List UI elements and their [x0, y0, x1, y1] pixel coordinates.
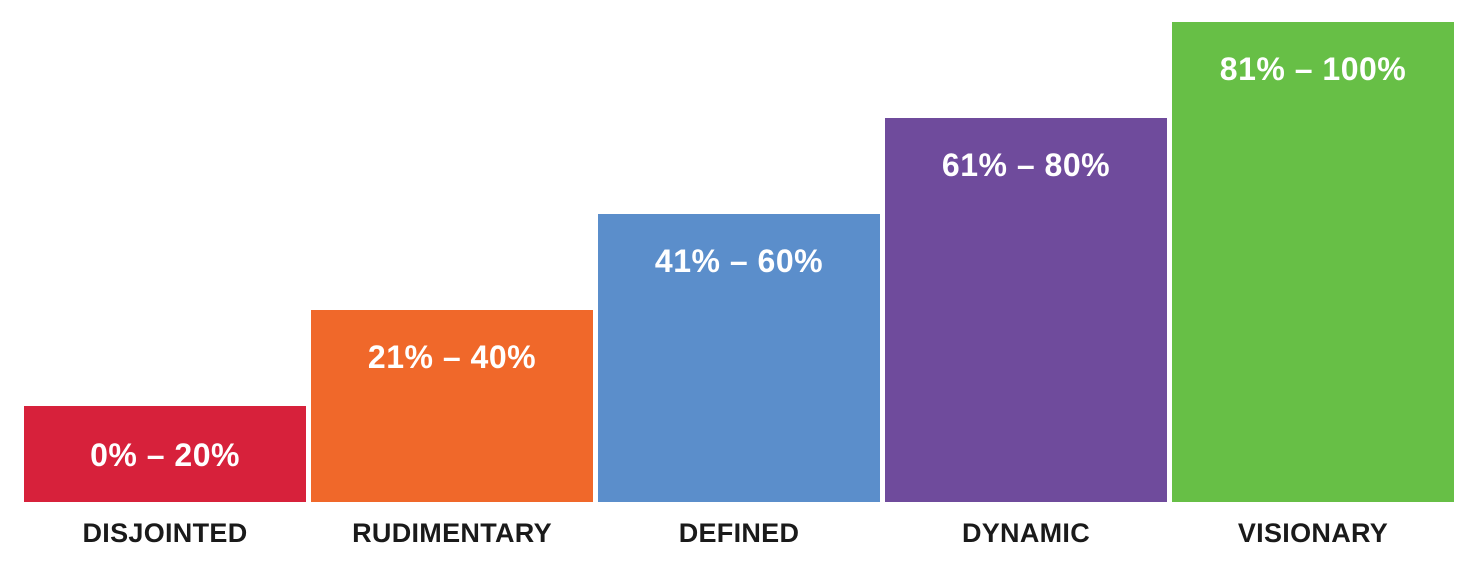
bar-dynamic — [885, 118, 1167, 502]
category-label-visionary: VISIONARY — [1238, 518, 1388, 548]
data-label-defined: 41% – 60% — [655, 243, 823, 279]
data-label-visionary: 81% – 100% — [1220, 51, 1406, 87]
bar-defined — [598, 214, 880, 502]
data-label-disjointed: 0% – 20% — [90, 437, 240, 473]
category-label-dynamic: DYNAMIC — [962, 518, 1090, 548]
data-label-dynamic: 61% – 80% — [942, 147, 1110, 183]
category-label-rudimentary: RUDIMENTARY — [352, 518, 552, 548]
category-label-defined: DEFINED — [679, 518, 800, 548]
category-label-disjointed: DISJOINTED — [82, 518, 247, 548]
bar-visionary — [1172, 22, 1454, 502]
bar-rudimentary — [311, 310, 593, 502]
bar-disjointed — [24, 406, 306, 502]
data-label-rudimentary: 21% – 40% — [368, 339, 536, 375]
